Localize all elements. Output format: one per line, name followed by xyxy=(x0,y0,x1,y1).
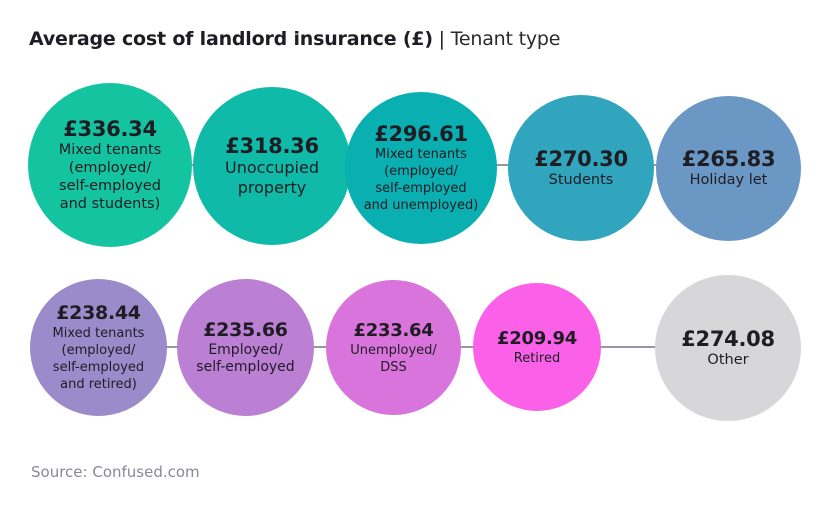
chart-title-main: Average cost of landlord insurance (£) xyxy=(29,28,433,50)
bubble-other: £274.08 Other xyxy=(655,275,801,421)
bubble-value: £265.83 xyxy=(681,147,776,171)
bubble-value: £233.64 xyxy=(353,320,434,341)
bubble-label: Retired xyxy=(513,351,561,366)
bubble-label: Mixed tenants (employed/ self-employed a… xyxy=(58,141,162,212)
chart-subtitle: Tenant type xyxy=(450,28,561,50)
bubble-label: Mixed tenants (employed/ self-employed a… xyxy=(52,326,145,392)
title-separator: | xyxy=(438,28,445,50)
bubble-value: £238.44 xyxy=(56,302,141,324)
bubble-value: £270.30 xyxy=(534,146,628,171)
source-note: Source: Confused.com xyxy=(31,463,200,481)
bubble-label: Mixed tenants (employed/ self-employed a… xyxy=(363,146,479,213)
bubble-label: Holiday let xyxy=(689,172,768,188)
bubble-value: £318.36 xyxy=(225,133,319,158)
bubble-retired: £209.94 Retired xyxy=(473,283,601,411)
bubble-unoccupied-property: £318.36 Unoccupied property xyxy=(193,87,351,245)
chart-title: Average cost of landlord insurance (£) |… xyxy=(29,28,560,50)
bubble-value: £235.66 xyxy=(203,319,288,341)
bubble-unemployed-dss: £233.64 Unemployed/ DSS xyxy=(326,280,461,415)
bubble-label: Unoccupied property xyxy=(225,157,319,197)
bubble-mixed-retired: £238.44 Mixed tenants (employed/ self-em… xyxy=(30,279,167,416)
bubble-holiday-let: £265.83 Holiday let xyxy=(656,96,801,241)
bubble-value: £209.94 xyxy=(497,328,577,349)
bubble-students: £270.30 Students xyxy=(508,95,654,241)
bubble-value: £336.34 xyxy=(63,116,157,141)
bubble-label: Students xyxy=(548,171,614,188)
bubble-value: £274.08 xyxy=(681,326,775,351)
bubble-label: Other xyxy=(707,351,749,368)
bubble-value: £296.61 xyxy=(374,121,468,146)
bubble-label: Unemployed/ DSS xyxy=(350,343,437,375)
bubble-employed-self-employed: £235.66 Employed/ self-employed xyxy=(177,279,314,416)
bubble-mixed-unemployed: £296.61 Mixed tenants (employed/ self-em… xyxy=(345,92,497,244)
bubble-label: Employed/ self-employed xyxy=(196,342,295,375)
bubble-mixed-students: £336.34 Mixed tenants (employed/ self-em… xyxy=(28,83,192,247)
